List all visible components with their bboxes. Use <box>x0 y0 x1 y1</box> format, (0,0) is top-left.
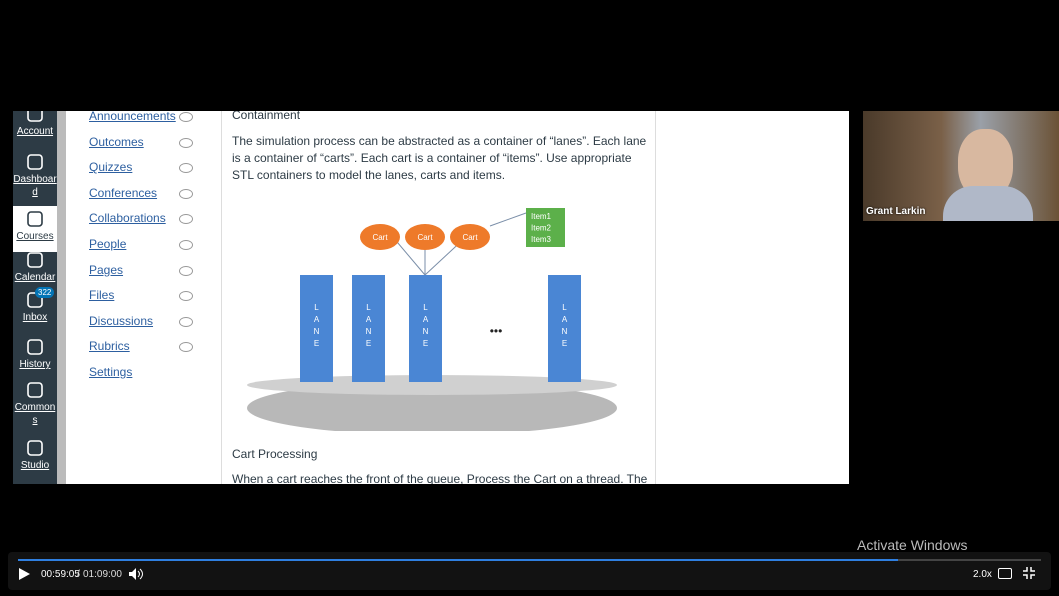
current-time: 00:59:05 <box>41 569 80 580</box>
visibility-icon <box>179 137 193 148</box>
watermark-title: Activate Windows <box>857 537 968 553</box>
participant-name: Grant Larkin <box>866 206 926 217</box>
visibility-icon <box>179 265 193 276</box>
paragraph-2: When a cart reaches the front of the que… <box>232 472 648 484</box>
nav-item[interactable]: Calendar <box>13 251 57 284</box>
lane-label: LANE <box>421 303 430 351</box>
lane <box>409 275 442 382</box>
nav-icon <box>27 111 43 122</box>
visibility-icon <box>179 240 193 250</box>
nav-label: Calendar <box>14 272 56 283</box>
visibility-icon <box>179 316 193 327</box>
visibility-icon <box>179 163 193 174</box>
heading-2: Cart Processing <box>232 447 318 461</box>
player-controls: 00:59:05 / 01:09:00 2.0x <box>8 552 1051 590</box>
course-nav-link[interactable]: Discussions <box>89 313 154 328</box>
item-label: Item1 <box>531 212 552 221</box>
nav-item[interactable]: Studio <box>13 439 57 472</box>
course-nav-link[interactable]: Announcements <box>89 111 176 123</box>
course-nav-link[interactable]: Outcomes <box>89 134 144 149</box>
nav-icon <box>27 211 43 227</box>
nav-icon <box>27 440 43 456</box>
nav-item[interactable]: Courses <box>13 206 57 252</box>
course-nav: Announcements Outcomes Quizzes Conferences C… <box>66 111 222 484</box>
course-nav-link[interactable]: Rubrics <box>89 339 130 354</box>
course-nav-link[interactable]: Conferences <box>89 185 158 200</box>
cc-button[interactable] <box>998 568 1012 579</box>
cart-label: Cart <box>462 233 478 242</box>
lane <box>548 275 581 382</box>
nav-badge: 322 <box>35 287 55 298</box>
lane <box>352 275 385 382</box>
speed-button[interactable]: 2.0x <box>973 569 992 580</box>
nav-label: History <box>19 359 51 370</box>
scrollbar <box>57 111 66 484</box>
cart-label: Cart <box>417 233 433 242</box>
nav-icon <box>27 339 43 355</box>
visibility-icon <box>179 291 193 302</box>
course-nav-link[interactable]: Settings <box>89 365 133 379</box>
nav-item[interactable]: History <box>13 338 57 371</box>
platform-top <box>247 375 617 395</box>
course-nav-link[interactable]: Collaborations <box>89 211 166 226</box>
nav-icon <box>27 252 43 268</box>
nav-icon <box>27 154 43 170</box>
nav-icon <box>27 382 43 398</box>
cart <box>360 224 400 250</box>
time-separator: / <box>77 569 80 580</box>
paragraph: The simulation process can be abstracted… <box>232 134 647 182</box>
nav-item[interactable]: Common s <box>13 381 57 427</box>
volume-button[interactable] <box>128 567 144 581</box>
visibility-icon <box>179 342 193 353</box>
nav-item[interactable]: Dashboar d <box>13 153 57 199</box>
lane-label: LANE <box>560 303 569 351</box>
heading: Containment <box>232 111 301 122</box>
global-nav: Account Dashboar d Courses Calendar Inbox 322… <box>13 111 57 484</box>
cart-label: Cart <box>372 233 388 242</box>
nav-label: Inbox <box>22 312 48 323</box>
duration: 01:09:00 <box>83 569 122 580</box>
nav-item[interactable]: Inbox 322 <box>13 287 57 324</box>
webcam-tile: Grant Larkin <box>863 111 1059 221</box>
nav-label: Courses <box>16 231 54 242</box>
nav-label: Studio <box>20 460 50 471</box>
play-button[interactable] <box>17 567 31 581</box>
cart <box>405 224 445 250</box>
shirt <box>943 186 1033 221</box>
visibility-icon <box>179 112 193 122</box>
item-box <box>526 208 565 247</box>
ellipsis: ••• <box>490 324 503 338</box>
exit-fullscreen[interactable] <box>1023 567 1035 579</box>
progress-fill <box>18 559 898 561</box>
course-nav-link[interactable]: Pages <box>89 262 124 277</box>
item-label: Item3 <box>531 235 552 244</box>
lane-label: LANE <box>364 303 373 351</box>
lane <box>300 275 333 382</box>
visibility-icon <box>179 188 193 199</box>
course-nav-link[interactable]: Files <box>89 288 115 303</box>
lane-label: LANE <box>312 303 321 351</box>
screen-share: Account Dashboar d Courses Calendar Inbox 322… <box>13 111 849 484</box>
course-nav-link[interactable]: People <box>89 237 127 251</box>
course-nav-link[interactable]: Quizzes <box>89 160 133 175</box>
item-label: Item2 <box>531 224 552 233</box>
nav-label: Account <box>16 126 54 137</box>
nav-item[interactable]: Account <box>13 111 57 138</box>
nav-label: Dashboar d <box>13 174 57 198</box>
nav-label: Common s <box>14 402 56 426</box>
visibility-icon <box>179 214 193 225</box>
page-content: Containment The simulation process can b… <box>222 111 656 484</box>
cart <box>450 224 490 250</box>
diagram: Cart Cart Cart Item1 Item2 Item3 ••• <box>247 208 617 431</box>
